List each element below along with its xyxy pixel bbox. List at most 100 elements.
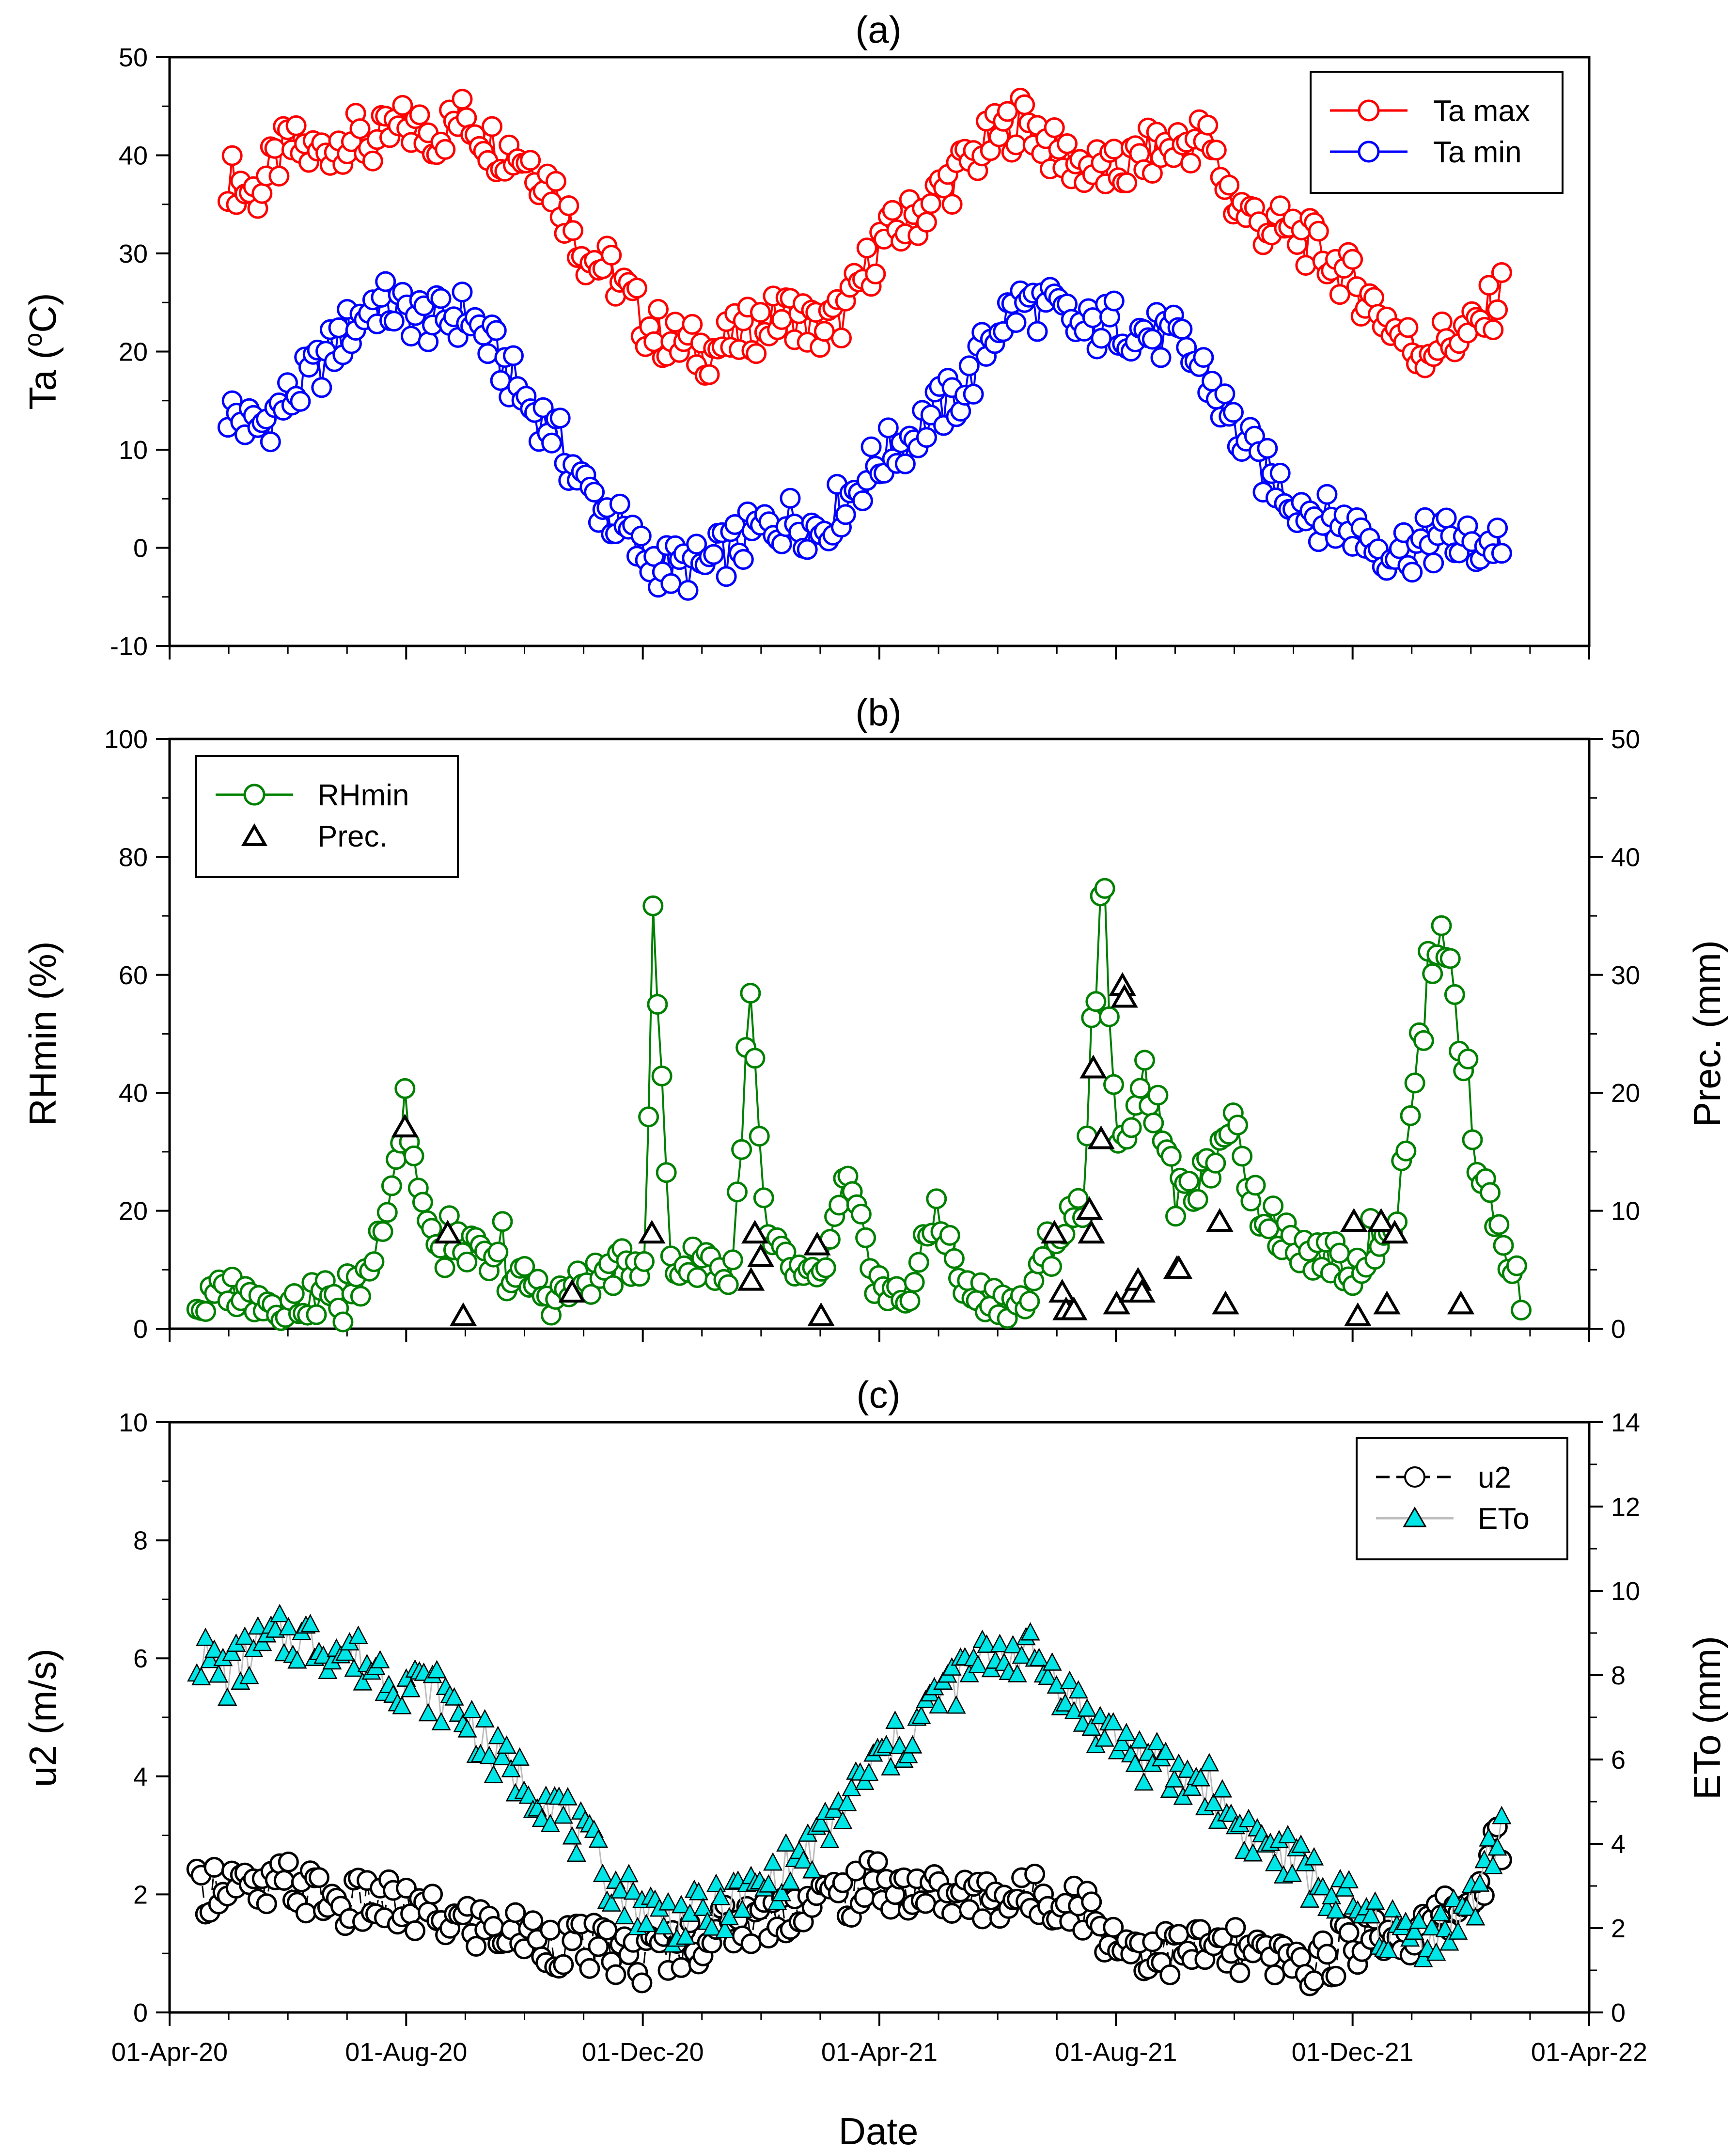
- data-point: [1511, 1300, 1532, 1321]
- eto-point: [1300, 1889, 1320, 1908]
- data-point: [656, 1162, 677, 1183]
- prec-point: [1344, 1302, 1372, 1326]
- data-point: [563, 220, 584, 241]
- data-point: [584, 482, 605, 503]
- eto-point: [1383, 1899, 1403, 1918]
- y-tick-label: 2: [133, 1880, 148, 1909]
- data-point: [926, 1188, 947, 1210]
- eto-point: [772, 1883, 792, 1901]
- data-point: [733, 549, 754, 570]
- data-point: [677, 580, 699, 601]
- data-point: [1491, 262, 1512, 283]
- data-point: [718, 1274, 739, 1295]
- eto-point: [1238, 1808, 1259, 1827]
- data-point: [867, 1851, 888, 1872]
- data-point: [522, 1910, 544, 1932]
- data-point: [482, 116, 502, 137]
- legend-marker-rhmin: [243, 784, 266, 806]
- data-point: [1159, 1964, 1181, 1985]
- legend-label-rhmin: RHmin: [317, 779, 409, 812]
- data-point: [375, 271, 396, 292]
- data-point: [256, 1893, 277, 1915]
- prec-point: [807, 1302, 835, 1326]
- data-point: [1223, 402, 1244, 423]
- eto-point: [1487, 1837, 1507, 1856]
- y-tick-label: 0: [133, 1315, 148, 1344]
- eto-point: [959, 1664, 979, 1682]
- eto-point: [593, 1863, 612, 1882]
- data-point: [285, 115, 307, 136]
- data-point: [1103, 1916, 1124, 1938]
- data-point: [1303, 1970, 1325, 1992]
- eto-point: [444, 1687, 464, 1706]
- data-point: [877, 417, 899, 439]
- eto-point: [204, 1639, 224, 1658]
- y-tick-label: 30: [119, 239, 148, 268]
- data-point: [1263, 1195, 1284, 1217]
- data-point: [1103, 290, 1125, 312]
- data-point: [671, 1957, 692, 1978]
- data-point: [634, 1251, 655, 1272]
- data-point: [939, 1225, 960, 1246]
- eto-point: [488, 1726, 508, 1744]
- eto-point: [1020, 1622, 1040, 1641]
- series-prec-: [391, 972, 1475, 1326]
- prec-point: [1373, 1290, 1401, 1315]
- data-point: [687, 1267, 708, 1288]
- prec-point: [1079, 1054, 1107, 1079]
- eto-point: [588, 1829, 608, 1848]
- eto-point: [1129, 1730, 1149, 1749]
- eto-point: [1160, 1779, 1180, 1798]
- prec-point: [1367, 1208, 1395, 1232]
- eto-point: [1103, 1712, 1123, 1731]
- eto-point: [654, 1916, 674, 1935]
- data-point: [699, 364, 720, 385]
- data-point: [609, 493, 630, 515]
- data-point: [1493, 1235, 1514, 1256]
- data-point: [273, 1870, 295, 1891]
- data-point: [1258, 1218, 1279, 1240]
- eto-point: [688, 1882, 709, 1901]
- eto-point: [693, 1897, 713, 1916]
- series-group-c: [186, 1603, 1512, 1996]
- data-point: [1402, 562, 1423, 583]
- prec-point: [1165, 1255, 1193, 1279]
- data-point: [1150, 347, 1172, 368]
- y-tick-label: 40: [119, 141, 148, 171]
- eto-point: [401, 1679, 421, 1697]
- data-point: [941, 194, 963, 215]
- data-point: [744, 1048, 766, 1069]
- eto-point: [510, 1747, 530, 1766]
- data-point: [1506, 1255, 1527, 1276]
- eto-point: [776, 1833, 796, 1852]
- eto-point: [235, 1626, 255, 1645]
- eto-point: [794, 1850, 813, 1869]
- y-axis-ticks-b: 0 20 40 60 80 100: [104, 725, 170, 1344]
- data-point: [349, 118, 371, 140]
- eto-point: [898, 1744, 918, 1763]
- eto-point: [239, 1665, 259, 1684]
- y-right-tick-label: 10: [1611, 1577, 1640, 1606]
- data-point: [1308, 220, 1329, 242]
- data-point: [797, 539, 818, 560]
- y-axis-title-a-sup: o: [19, 333, 47, 347]
- data-point: [1480, 1182, 1501, 1203]
- y-right-tick-label: 20: [1611, 1079, 1640, 1108]
- eto-point: [191, 1666, 211, 1685]
- eto-point: [266, 1619, 285, 1638]
- eto-point: [562, 1826, 582, 1845]
- eto-point: [1470, 1873, 1490, 1892]
- data-point: [740, 983, 761, 1004]
- data-point: [1024, 1864, 1046, 1885]
- data-point: [865, 263, 886, 284]
- eto-point: [876, 1735, 896, 1754]
- y-tick-label: 8: [133, 1526, 148, 1555]
- data-point: [854, 1887, 875, 1908]
- y-tick-label: 20: [119, 1197, 148, 1226]
- data-point: [1142, 329, 1163, 350]
- data-point: [1229, 1962, 1251, 1983]
- prec-point: [1447, 1290, 1475, 1315]
- data-point: [831, 328, 852, 348]
- data-point: [1091, 328, 1112, 349]
- y-right-tick-label: 14: [1611, 1408, 1640, 1437]
